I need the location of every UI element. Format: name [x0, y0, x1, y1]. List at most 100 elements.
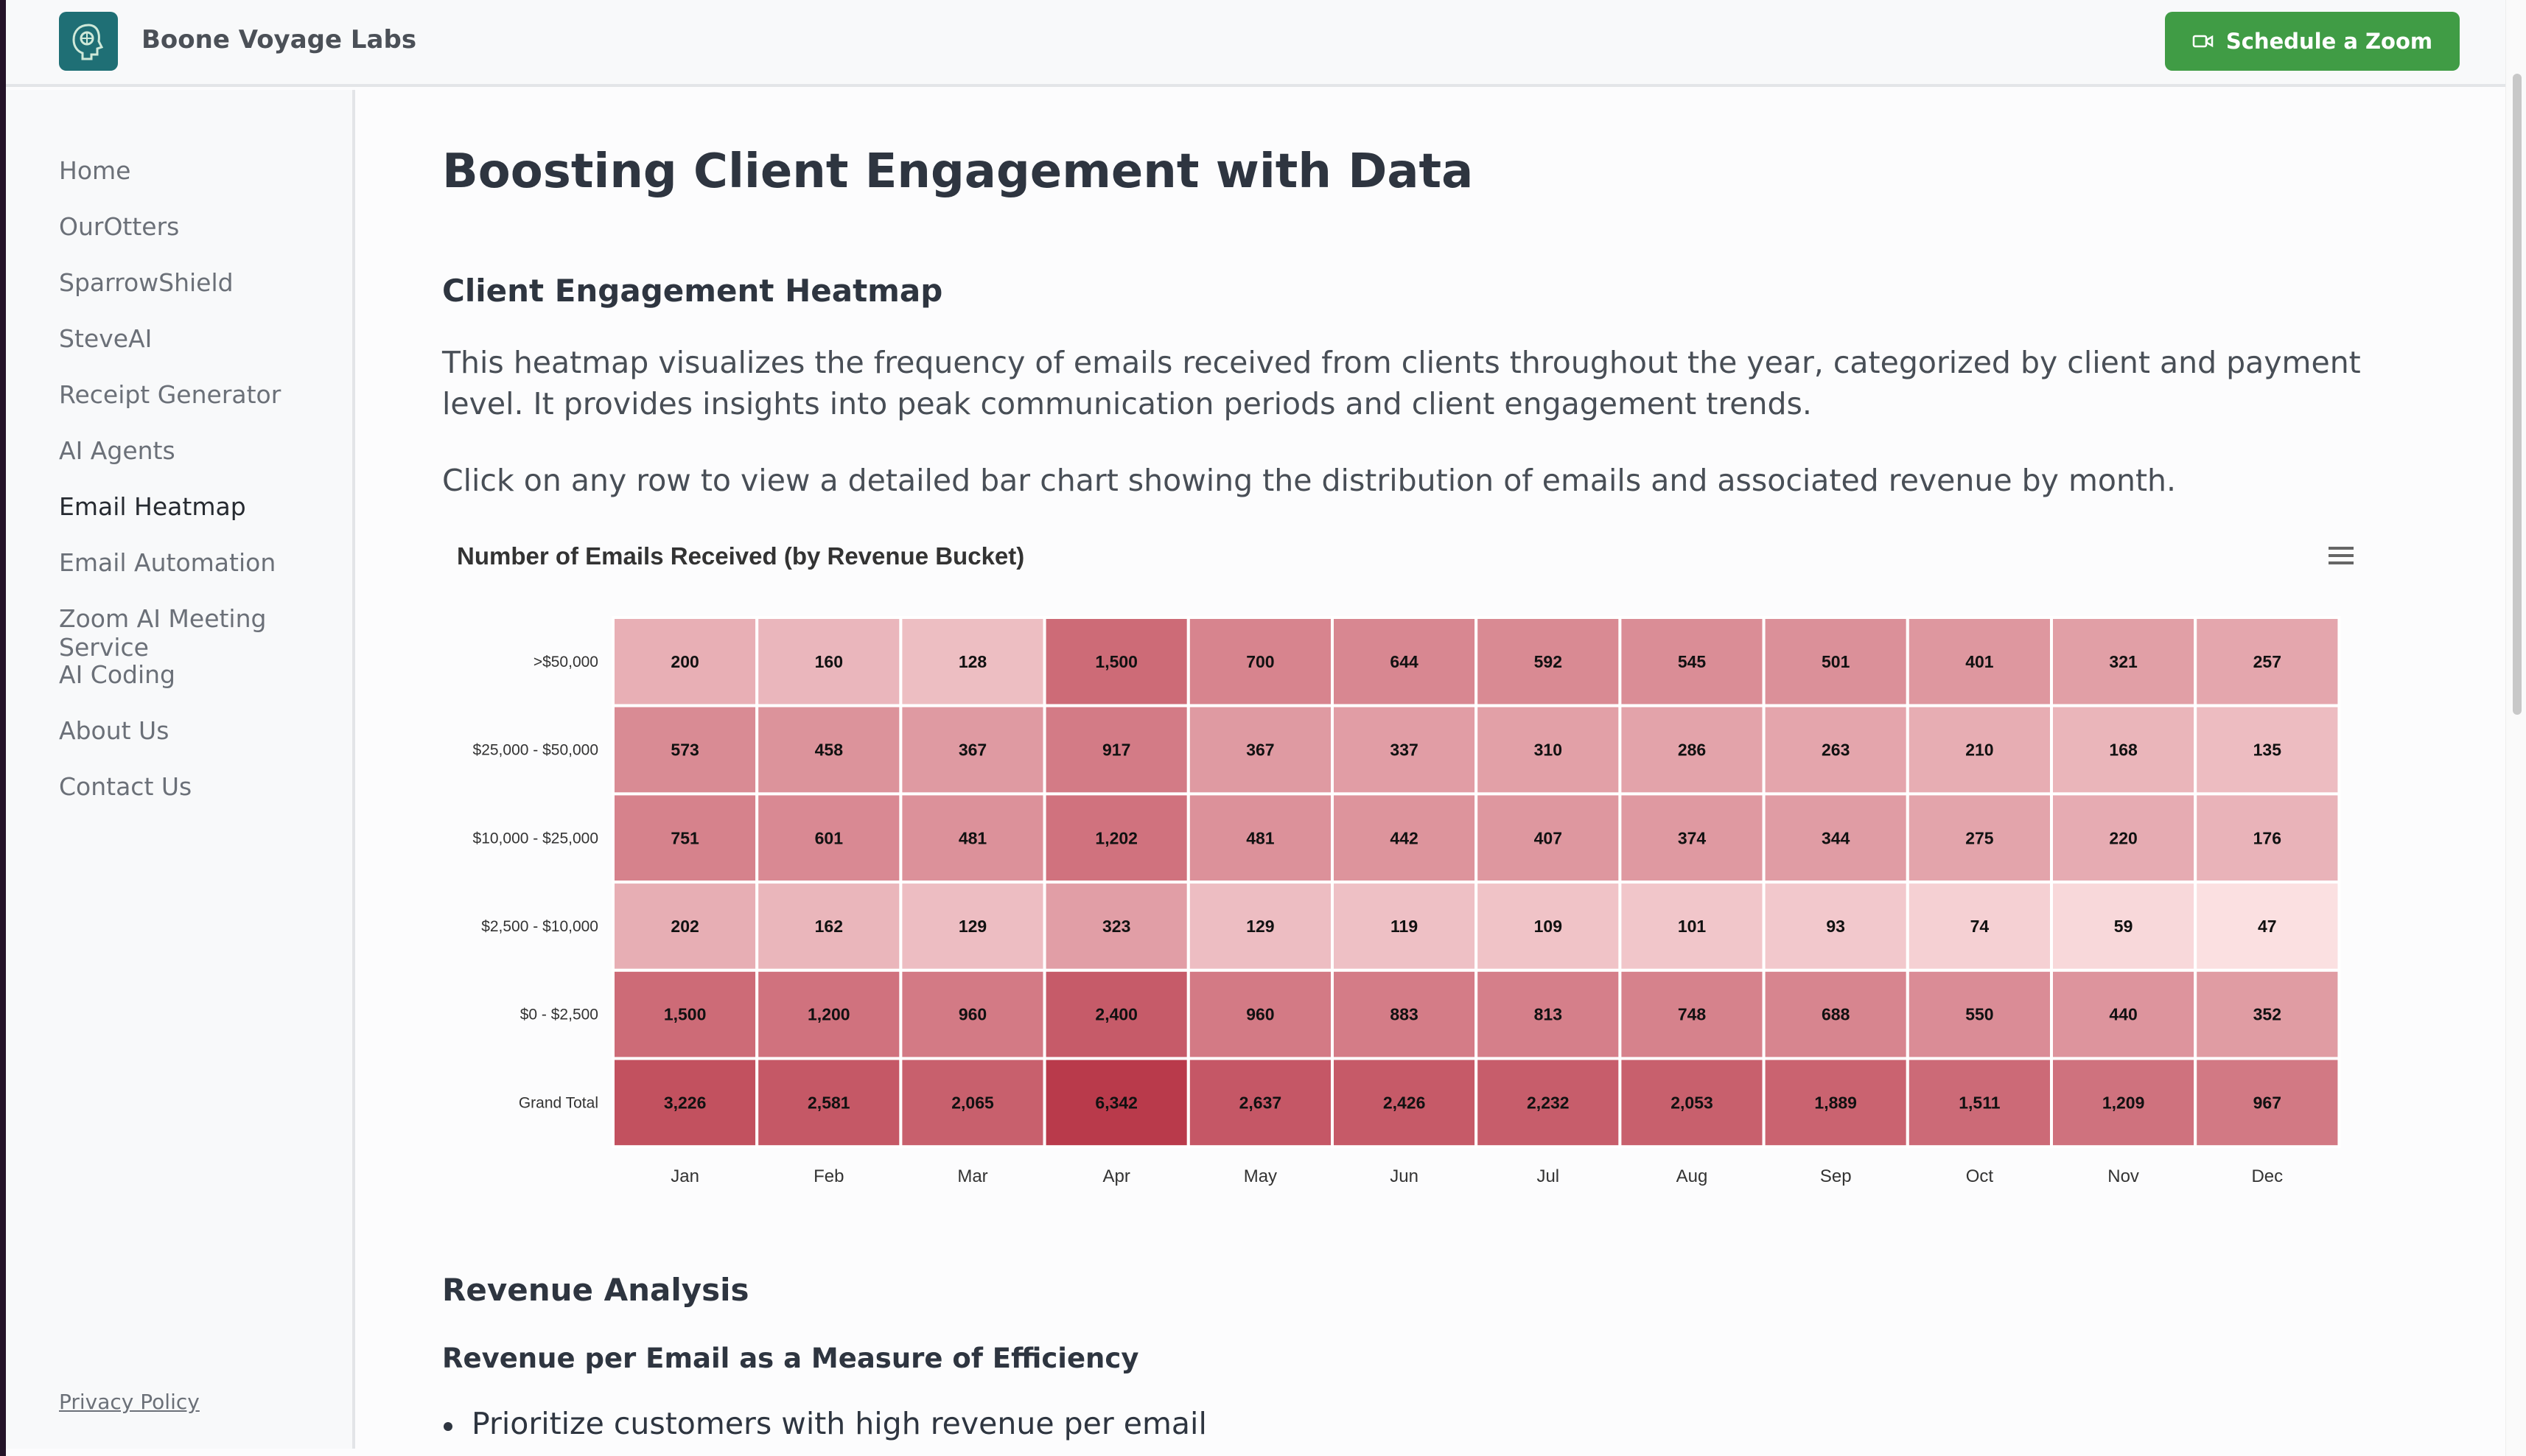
- data-label: 3,226: [664, 1093, 707, 1112]
- data-label: 128: [959, 652, 987, 671]
- sidebar-item-email-automation[interactable]: Email Automation: [59, 548, 276, 577]
- data-label: 592: [1534, 652, 1562, 671]
- data-label: 1,500: [664, 1005, 707, 1024]
- sidebar-item-steveai[interactable]: SteveAI: [59, 324, 153, 353]
- data-label: 1,889: [1814, 1093, 1857, 1112]
- heatmap-cell[interactable]: [1331, 616, 1478, 707]
- heatmap-cell[interactable]: [1186, 616, 1334, 707]
- x-tick-label: Nov: [2107, 1166, 2139, 1186]
- brain-icon: [72, 24, 104, 60]
- data-label: 601: [815, 828, 844, 847]
- heatmap-cell[interactable]: [1906, 792, 2054, 884]
- heatmap-cell[interactable]: [755, 792, 903, 884]
- heatmap-cell[interactable]: [1762, 792, 1909, 884]
- x-tick-label: Dec: [2251, 1166, 2283, 1186]
- sidebar-item-ourotters[interactable]: OurOtters: [59, 212, 180, 241]
- brand-logo[interactable]: [59, 12, 118, 71]
- heatmap-cell[interactable]: [2050, 881, 2197, 972]
- heatmap-cell[interactable]: [1474, 1057, 1622, 1149]
- data-label: 344: [1822, 828, 1850, 847]
- heatmap-cell[interactable]: [2194, 704, 2341, 796]
- data-label: 481: [959, 828, 987, 847]
- x-tick-label: Jul: [1536, 1166, 1559, 1186]
- heatmap-cell[interactable]: [2194, 616, 2341, 707]
- data-label: 1,511: [1959, 1093, 2000, 1112]
- sidebar-item-home[interactable]: Home: [59, 156, 131, 185]
- heatmap-cell[interactable]: [899, 616, 1046, 707]
- data-label: 813: [1534, 1005, 1562, 1024]
- heatmap-cell[interactable]: [1043, 1057, 1190, 1149]
- heatmap-cell[interactable]: [2194, 1057, 2341, 1149]
- heatmap-cell[interactable]: [2050, 968, 2197, 1060]
- sidebar-item-about-us[interactable]: About Us: [59, 716, 169, 745]
- y-tick-label: $2,500 - $10,000: [481, 918, 598, 935]
- privacy-policy-link[interactable]: Privacy Policy: [59, 1390, 200, 1414]
- heatmap-cell[interactable]: [1186, 792, 1334, 884]
- heatmap-cell[interactable]: [1043, 792, 1190, 884]
- heatmap-cell[interactable]: [1474, 616, 1622, 707]
- heatmap-cell[interactable]: [1474, 881, 1622, 972]
- data-label: 700: [1246, 652, 1274, 671]
- schedule-zoom-button[interactable]: Schedule a Zoom: [2165, 12, 2460, 71]
- heatmap-cell[interactable]: [2050, 616, 2197, 707]
- heatmap-cell[interactable]: [612, 1057, 759, 1149]
- sidebar-item-contact-us[interactable]: Contact Us: [59, 772, 192, 801]
- heatmap-cell[interactable]: [1186, 704, 1334, 796]
- heatmap-cell[interactable]: [612, 792, 759, 884]
- heatmap-cell[interactable]: [1474, 704, 1622, 796]
- data-label: 200: [671, 652, 699, 671]
- sidebar-item-email-heatmap[interactable]: Email Heatmap: [59, 492, 246, 521]
- heatmap-cell[interactable]: [1331, 881, 1478, 972]
- data-label: 323: [1102, 917, 1130, 936]
- heatmap-cell[interactable]: [2050, 792, 2197, 884]
- sidebar-item-ai-agents[interactable]: AI Agents: [59, 436, 175, 465]
- y-tick-label: $10,000 - $25,000: [473, 830, 598, 847]
- brand-name[interactable]: Boone Voyage Labs: [141, 25, 417, 55]
- revenue-analysis-heading: Revenue Analysis: [442, 1272, 749, 1308]
- heatmap-cell[interactable]: [2194, 792, 2341, 884]
- heatmap-cell[interactable]: [1618, 968, 1766, 1060]
- heatmap-cell[interactable]: [1762, 1057, 1909, 1149]
- heatmap-instructions: Click on any row to view a detailed bar …: [442, 463, 2177, 498]
- data-label: 129: [959, 917, 987, 936]
- efficiency-heading: Revenue per Email as a Measure of Effici…: [442, 1343, 1139, 1374]
- sidebar-item-sparrowshield[interactable]: SparrowShield: [59, 268, 234, 297]
- heatmap-cell[interactable]: [2194, 881, 2341, 972]
- heatmap-cell[interactable]: [1331, 792, 1478, 884]
- heatmap-cell[interactable]: [899, 1057, 1046, 1149]
- data-label: 573: [671, 741, 699, 760]
- heatmap-cell[interactable]: [1043, 704, 1190, 796]
- heatmap-cell[interactable]: [1043, 881, 1190, 972]
- x-tick-label: May: [1244, 1166, 1277, 1186]
- heatmap-cell[interactable]: [899, 968, 1046, 1060]
- schedule-zoom-label: Schedule a Zoom: [2225, 29, 2433, 54]
- heatmap-cell[interactable]: [1762, 881, 1909, 972]
- heatmap-cell[interactable]: [1762, 704, 1909, 796]
- heatmap-cell[interactable]: [1618, 704, 1766, 796]
- heatmap-cell[interactable]: [1186, 1057, 1334, 1149]
- heatmap-cell[interactable]: [1474, 968, 1622, 1060]
- data-label: 748: [1678, 1005, 1707, 1024]
- data-label: 202: [671, 917, 699, 936]
- heatmap-cell[interactable]: [1906, 616, 2054, 707]
- sidebar-item-zoom-ai-meeting-service[interactable]: Zoom AI Meeting Service: [59, 604, 267, 662]
- heatmap-cell[interactable]: [612, 616, 759, 707]
- chart-menu-icon[interactable]: [2329, 547, 2354, 566]
- heatmap-cell[interactable]: [1331, 968, 1478, 1060]
- heatmap-cell[interactable]: [1331, 1057, 1478, 1149]
- data-label: 2,400: [1095, 1005, 1138, 1024]
- data-label: 501: [1822, 652, 1850, 671]
- data-label: 129: [1246, 917, 1274, 936]
- video-camera-icon: [2192, 35, 2214, 48]
- data-label: 367: [1246, 741, 1274, 760]
- heatmap-cell[interactable]: [755, 881, 903, 972]
- sidebar-item-ai-coding[interactable]: AI Coding: [59, 660, 176, 689]
- sidebar-item-receipt-generator[interactable]: Receipt Generator: [59, 380, 281, 409]
- heatmap-cell[interactable]: [1474, 792, 1622, 884]
- data-label: 550: [1965, 1005, 1993, 1024]
- heatmap-cell[interactable]: [1906, 881, 2054, 972]
- data-label: 101: [1678, 917, 1707, 936]
- heatmap-cell[interactable]: [2050, 704, 2197, 796]
- scrollbar-thumb[interactable]: [2513, 74, 2522, 715]
- heatmap-description: This heatmap visualizes the frequency of…: [442, 345, 2361, 421]
